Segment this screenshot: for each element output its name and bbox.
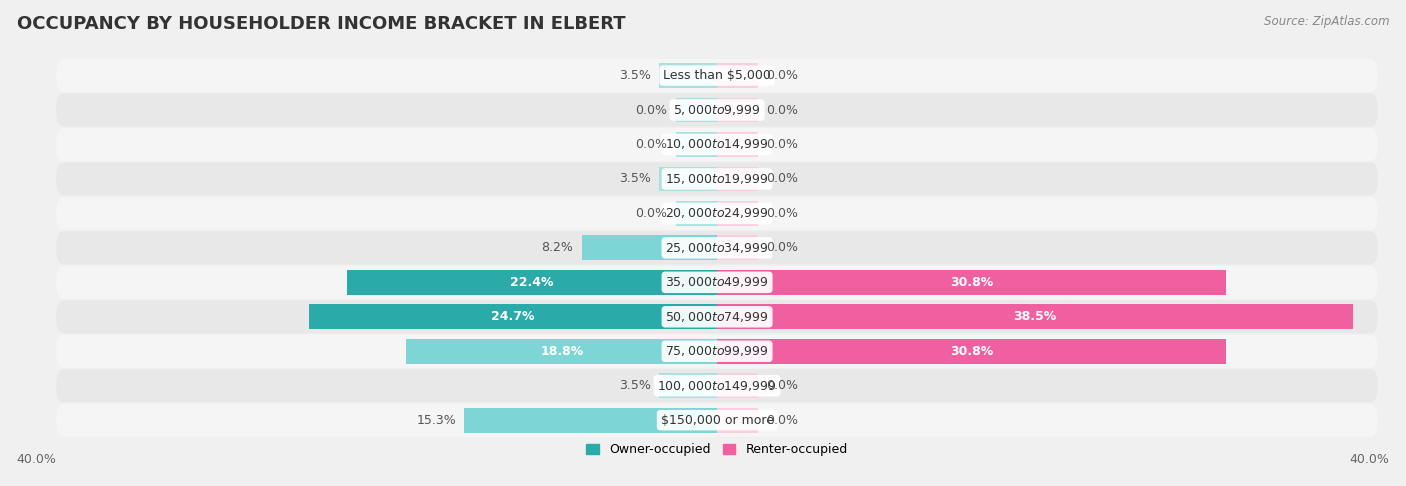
Text: 0.0%: 0.0% [636,207,668,220]
Text: 3.5%: 3.5% [619,379,651,392]
Bar [309,304,717,329]
Text: $25,000 to $34,999: $25,000 to $34,999 [665,241,769,255]
Text: 0.0%: 0.0% [766,104,799,117]
Text: 22.4%: 22.4% [510,276,554,289]
Text: $75,000 to $99,999: $75,000 to $99,999 [665,344,769,358]
FancyBboxPatch shape [56,197,1378,230]
FancyBboxPatch shape [56,93,1378,126]
Text: 18.8%: 18.8% [540,345,583,358]
Text: $50,000 to $74,999: $50,000 to $74,999 [665,310,769,324]
Text: 0.0%: 0.0% [766,207,799,220]
FancyBboxPatch shape [56,162,1378,195]
Legend: Owner-occupied, Renter-occupied: Owner-occupied, Renter-occupied [582,438,852,462]
FancyBboxPatch shape [56,369,1378,402]
Text: 3.5%: 3.5% [619,69,651,82]
Text: 0.0%: 0.0% [766,138,799,151]
Text: 0.0%: 0.0% [766,379,799,392]
Bar [659,167,717,191]
Bar [676,98,717,122]
Text: 0.0%: 0.0% [636,138,668,151]
Bar [717,270,1226,295]
Bar [717,235,758,260]
Text: 30.8%: 30.8% [950,345,993,358]
Bar [464,408,717,433]
Text: Less than $5,000: Less than $5,000 [664,69,770,82]
Bar [676,132,717,157]
Bar [659,63,717,88]
Bar [717,304,1353,329]
Text: 0.0%: 0.0% [766,414,799,427]
Text: $5,000 to $9,999: $5,000 to $9,999 [673,103,761,117]
Text: $15,000 to $19,999: $15,000 to $19,999 [665,172,769,186]
Text: 0.0%: 0.0% [766,69,799,82]
Text: 38.5%: 38.5% [1014,310,1057,323]
Bar [717,132,758,157]
FancyBboxPatch shape [56,266,1378,299]
Text: 40.0%: 40.0% [17,453,56,466]
Text: 0.0%: 0.0% [766,173,799,186]
Text: $150,000 or more: $150,000 or more [661,414,773,427]
Text: $20,000 to $24,999: $20,000 to $24,999 [665,207,769,220]
Text: 15.3%: 15.3% [416,414,456,427]
Bar [717,63,758,88]
Text: OCCUPANCY BY HOUSEHOLDER INCOME BRACKET IN ELBERT: OCCUPANCY BY HOUSEHOLDER INCOME BRACKET … [17,15,626,33]
Text: $10,000 to $14,999: $10,000 to $14,999 [665,138,769,152]
Bar [717,373,758,398]
Text: 40.0%: 40.0% [1350,453,1389,466]
Bar [717,408,758,433]
FancyBboxPatch shape [56,404,1378,437]
Bar [406,339,717,364]
Bar [717,98,758,122]
Bar [347,270,717,295]
Text: 30.8%: 30.8% [950,276,993,289]
Bar [717,167,758,191]
Text: $100,000 to $149,999: $100,000 to $149,999 [658,379,776,393]
FancyBboxPatch shape [56,59,1378,92]
Text: 24.7%: 24.7% [491,310,534,323]
Text: 0.0%: 0.0% [636,104,668,117]
Text: 0.0%: 0.0% [766,242,799,254]
Text: 3.5%: 3.5% [619,173,651,186]
FancyBboxPatch shape [56,300,1378,333]
Bar [717,201,758,226]
FancyBboxPatch shape [56,231,1378,264]
FancyBboxPatch shape [56,335,1378,368]
FancyBboxPatch shape [56,128,1378,161]
Text: $35,000 to $49,999: $35,000 to $49,999 [665,276,769,289]
Bar [676,201,717,226]
Text: 8.2%: 8.2% [541,242,574,254]
Bar [582,235,717,260]
Bar [659,373,717,398]
Text: Source: ZipAtlas.com: Source: ZipAtlas.com [1264,15,1389,28]
Bar [717,339,1226,364]
